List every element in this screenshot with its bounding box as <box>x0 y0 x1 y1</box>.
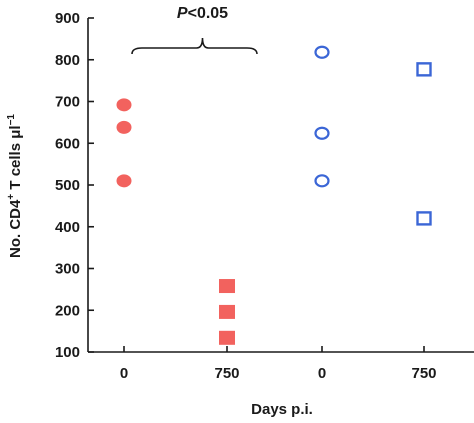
data-point-open-circle <box>314 126 330 140</box>
y-ticks: 100 200 300 400 500 600 700 800 900 <box>55 10 94 361</box>
y-tick-label: 400 <box>55 219 80 236</box>
data-point-open-square <box>416 211 432 226</box>
data-point-filled-circle <box>116 98 132 112</box>
x-tick-label: 0 <box>120 365 128 382</box>
y-tick-label: 600 <box>55 135 80 152</box>
y-axis-title-mid: T cells μl <box>7 125 24 193</box>
data-point-open-circle <box>314 45 330 59</box>
p-value-rest: <0.05 <box>188 5 229 22</box>
y-tick-label: 700 <box>55 94 80 111</box>
p-value-label: P<0.05 <box>177 5 228 22</box>
data-point-filled-square <box>219 279 235 294</box>
data-point-filled-square <box>219 330 235 345</box>
p-value-italic: P <box>177 5 188 22</box>
x-tick-label: 750 <box>411 365 436 382</box>
significance-brace <box>131 37 258 55</box>
data-points <box>116 45 432 345</box>
y-tick-label: 100 <box>55 344 80 361</box>
x-ticks: 0 750 0 750 <box>120 346 437 382</box>
y-axis-title-sup2: −1 <box>6 114 17 126</box>
data-point-filled-square <box>219 304 235 319</box>
y-tick-label: 300 <box>55 261 80 278</box>
y-axis-title-main: No. CD4 <box>7 199 24 258</box>
y-tick-label: 900 <box>55 10 80 27</box>
data-point-open-circle <box>314 174 330 188</box>
y-axis-title: No. CD4+ T cells μl−1 <box>6 114 24 258</box>
data-point-open-square <box>416 62 432 77</box>
significance-annotation: P<0.05 <box>131 5 258 55</box>
y-tick-label: 200 <box>55 302 80 319</box>
data-point-filled-circle <box>116 174 132 188</box>
data-point-filled-circle <box>116 120 132 134</box>
x-tick-label: 0 <box>318 365 326 382</box>
axes <box>87 18 474 353</box>
y-tick-label: 800 <box>55 52 80 69</box>
x-axis-title: Days p.i. <box>251 401 313 418</box>
y-tick-label: 500 <box>55 177 80 194</box>
x-tick-label: 750 <box>214 365 239 382</box>
y-axis-title-sup1: + <box>6 194 17 200</box>
